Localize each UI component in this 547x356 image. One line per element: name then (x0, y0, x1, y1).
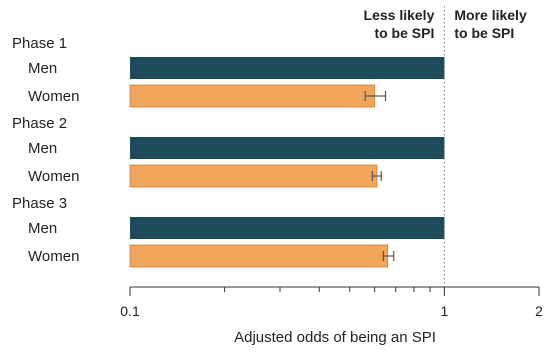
annotation-less-likely: to be SPI (374, 25, 434, 41)
bar (129, 84, 376, 108)
row-label: Women (28, 168, 79, 185)
x-tick-label: 2 (535, 303, 543, 319)
annotation-more-likely: to be SPI (454, 25, 514, 41)
annotation-less-likely: Less likely (364, 7, 435, 23)
bar (129, 164, 378, 188)
row-label: Women (28, 88, 79, 105)
x-tick-label: 0.1 (120, 303, 140, 319)
bars-layer (129, 57, 445, 268)
row-label: Men (28, 60, 57, 77)
x-axis-title: Adjusted odds of being an SPI (234, 329, 436, 346)
bar (130, 137, 445, 159)
row-label: Men (28, 140, 57, 157)
row-labels-layer: Phase 1 Men Women Phase 2 Men Women Phase 3 Men… (12, 35, 79, 265)
row-label: Men (28, 220, 57, 237)
bar (130, 57, 445, 79)
phase-label: Phase 3 (12, 195, 67, 212)
row-label: Women (28, 248, 79, 265)
phase-label: Phase 1 (12, 35, 67, 52)
phase-label: Phase 2 (12, 115, 67, 132)
annotation-layer: Less likely to be SPI More likely to be SPI (364, 7, 527, 41)
x-tick-label: 1 (440, 303, 448, 319)
annotation-more-likely: More likely (454, 7, 527, 23)
axis-layer: 0.1 1 2 Adjusted odds of being an SPI (120, 6, 543, 346)
bar (130, 217, 445, 239)
bar (129, 244, 389, 268)
